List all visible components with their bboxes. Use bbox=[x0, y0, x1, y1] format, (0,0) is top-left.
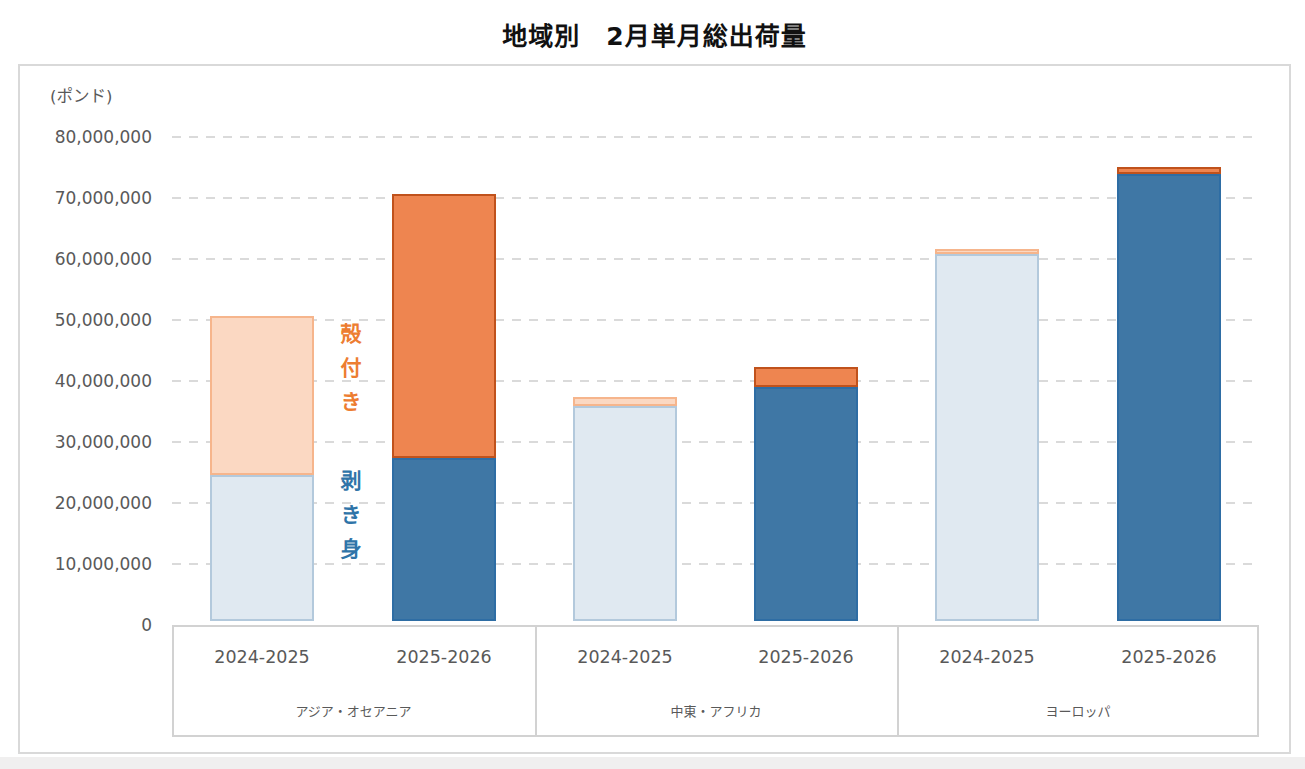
x-axis-year-label: 2024-2025 bbox=[907, 646, 1067, 668]
x-axis-year-label: 2025-2026 bbox=[726, 646, 886, 668]
bar-2024-2025-segment-shelled bbox=[573, 406, 677, 621]
x-axis-region-label: ヨーロッパ bbox=[897, 703, 1259, 721]
chart-area: (ポンド) 80,000,000 70,000,000 60,000,000 50,0… bbox=[18, 64, 1291, 754]
bar-2024-2025-segment-shelled bbox=[210, 475, 314, 621]
chart-title: 地域別 2月単月総出荷量 bbox=[18, 16, 1291, 52]
y-axis-unit-label: (ポンド) bbox=[50, 83, 112, 107]
bar-2025-2026-segment-shelled bbox=[1117, 174, 1221, 621]
gridline bbox=[172, 319, 1259, 321]
page: 地域別 2月単月総出荷量 (ポンド) 80,000,000 70,000,000 6… bbox=[0, 0, 1305, 769]
x-axis-year-label: 2025-2026 bbox=[364, 646, 524, 668]
x-axis-year-label: 2024-2025 bbox=[545, 646, 705, 668]
bar-2024-2025-segment-in-shell bbox=[573, 397, 677, 406]
series-label-in-shell: 殻付き bbox=[336, 323, 362, 425]
gridline bbox=[172, 441, 1259, 443]
y-axis-tick-label: 80,000,000 bbox=[30, 126, 152, 148]
bar-2025-2026-segment-shelled bbox=[754, 387, 858, 621]
y-axis-tick-label: 70,000,000 bbox=[30, 187, 152, 209]
bar-2025-2026-segment-shelled bbox=[392, 458, 496, 621]
y-axis-tick-label: 10,000,000 bbox=[30, 553, 152, 575]
x-axis-year-label: 2025-2026 bbox=[1089, 646, 1249, 668]
bar-2025-2026-segment-in-shell bbox=[392, 194, 496, 458]
bar-2024-2025-segment-in-shell bbox=[210, 316, 314, 475]
series-label-shelled: 剥き身 bbox=[336, 470, 362, 572]
bar-2025-2026-segment-in-shell bbox=[1117, 167, 1221, 174]
x-axis-year-label: 2024-2025 bbox=[182, 646, 342, 668]
bar-2024-2025-segment-shelled bbox=[935, 254, 1039, 621]
y-axis-tick-label: 20,000,000 bbox=[30, 492, 152, 514]
gridline bbox=[172, 136, 1259, 138]
y-axis-tick-label: 50,000,000 bbox=[30, 309, 152, 331]
y-axis-tick-label: 60,000,000 bbox=[30, 248, 152, 270]
bar-2025-2026-segment-in-shell bbox=[754, 367, 858, 387]
y-axis-tick-label: 40,000,000 bbox=[30, 370, 152, 392]
y-axis-tick-label: 30,000,000 bbox=[30, 431, 152, 453]
bottom-strip bbox=[0, 757, 1305, 769]
gridline bbox=[172, 197, 1259, 199]
gridline bbox=[172, 258, 1259, 260]
y-axis-tick-label: 0 bbox=[30, 614, 152, 636]
bar-2024-2025-segment-in-shell bbox=[935, 249, 1039, 254]
x-axis-region-label: 中東・アフリカ bbox=[535, 703, 897, 721]
x-axis-region-label: アジア・オセアニア bbox=[172, 703, 535, 721]
